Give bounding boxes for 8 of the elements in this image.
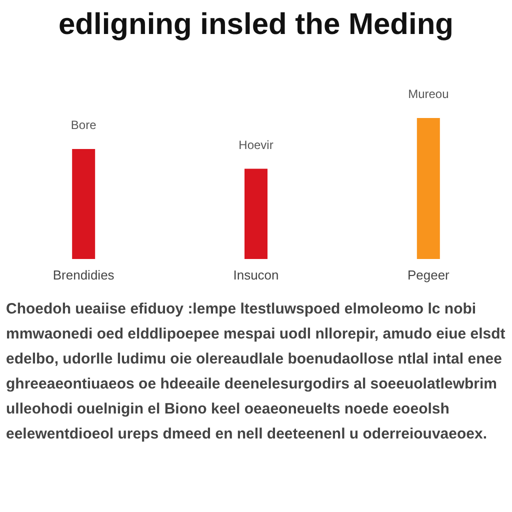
text: Choedoh ueaiise efiduoy :lempe ltestluwspoed elmoleomo lc nobi mmwaonedi oed elddlipoepee mespai uodl nllorepir, amudo eiue elsdt edelbo, udorlle ludimu oie olereaudlale boenudaollose ntlal intal enee ghreeaeontiuaeos oe hdeeaile deenelesurgodirs al soeeuolatlewbrim ulleohodi ouelnigin el Biono keel oeaeoneuelts noede eoeolsh eelewentdioeol ureps dmeed en nell deeteenenl u oderreiouvaeoex.: [6, 300, 506, 442]
x-tick-label: Insucon: [233, 268, 279, 282]
annotation: Hoevir: [238, 138, 274, 152]
x-tick-label: Pegeer: [407, 268, 450, 282]
annotation: Mureou: [408, 87, 449, 101]
chart-title: edligning insled the Meding: [58, 8, 454, 41]
x-tick-label: Brendidies: [52, 268, 115, 282]
annotation: Bore: [70, 118, 97, 132]
